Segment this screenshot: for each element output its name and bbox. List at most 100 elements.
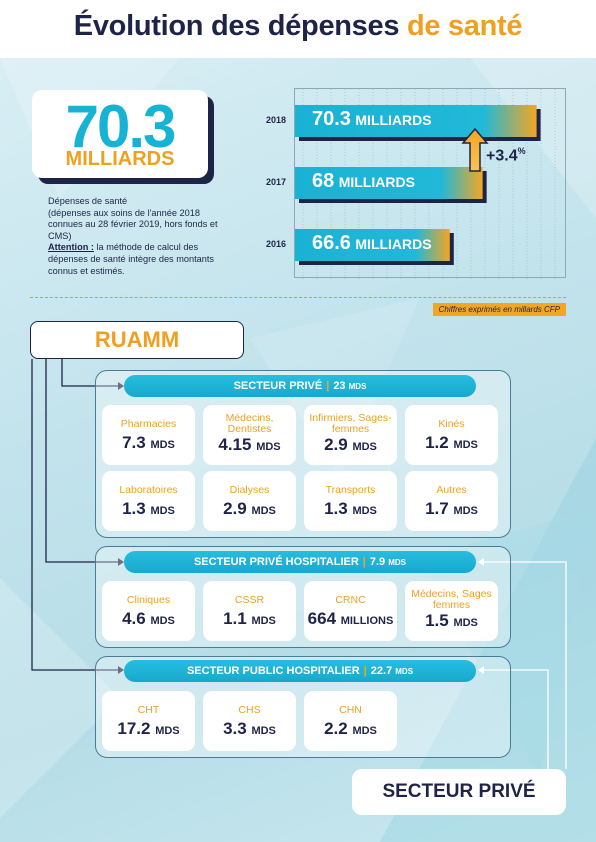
sector-item-card: Médecins, Dentistes 4.15 MDS: [203, 405, 296, 465]
sector-item-unit: MDS: [453, 439, 478, 451]
sector-item-card: CHT 17.2 MDS: [102, 691, 195, 751]
sector-prive-name: SECTEUR PRIVÉ: [233, 380, 323, 392]
description: Dépenses de santé (dépenses aux soins de…: [48, 196, 218, 277]
sector-item-number: 3.3: [223, 719, 247, 738]
sector-item-card: CHS 3.3 MDS: [203, 691, 296, 751]
bar-chart-svg: [295, 89, 556, 279]
divider: [30, 297, 566, 298]
sector-item-number: 17.2: [117, 719, 151, 738]
sector-item-label: Médecins, Dentistes: [225, 412, 274, 435]
separator: |: [326, 380, 330, 392]
bar-value-label: 66.6 MILLIARDS: [312, 232, 432, 255]
sector-item-value: 7.3 MDS: [102, 433, 195, 453]
sector-item-unit: MDS: [352, 505, 377, 517]
sector-item-number: 2.2: [324, 719, 348, 738]
sector-item-label: Laboratoires: [119, 484, 178, 496]
sector-item-value: 664 MILLIONS: [304, 609, 397, 629]
separator: |: [362, 556, 366, 568]
sector-item-number: 4.15: [218, 435, 252, 454]
sector-item-label: CHT: [137, 704, 160, 716]
bar-value-unit: MILLIARDS: [355, 112, 432, 128]
sector-item-card: Dialyses 2.9 MDS: [203, 471, 296, 531]
sector-prive-hosp-amount: 7.9: [369, 556, 386, 568]
headline-card: 70.3 MILLIARDS: [32, 90, 208, 178]
sector-item-number: 2.9: [223, 499, 247, 518]
sector-item-value: 1.5 MDS: [405, 611, 498, 631]
sector-item-card: Infirmiers, Sages-femmes 2.9 MDS: [304, 405, 397, 465]
bar-category-label: 2017: [265, 177, 286, 187]
bar-value-label: 70.3 MILLIARDS: [312, 108, 432, 131]
sector-item-unit: MDS: [150, 439, 175, 451]
sector-prive-hosp-unit: MDS: [388, 558, 407, 567]
sector-item-card: Transports 1.3 MDS: [304, 471, 397, 531]
sector-item-label: Médecins, Sages femmes: [411, 588, 492, 611]
attention-label: Attention :: [48, 242, 94, 253]
sector-item-unit: MDS: [251, 505, 276, 517]
sector-item-value: 2.9 MDS: [304, 435, 397, 455]
sector-item-value: 17.2 MDS: [102, 719, 195, 739]
sector-prive-amount: 23: [333, 380, 346, 392]
sector-item-card: Cliniques 4.6 MDS: [102, 581, 195, 641]
sector-item-card: Autres 1.7 MDS: [405, 471, 498, 531]
sector-item-value: 1.1 MDS: [203, 609, 296, 629]
sector-item-card: Pharmacies 7.3 MDS: [102, 405, 195, 465]
sector-item-unit: MDS: [155, 725, 180, 737]
sector-item-value: 1.3 MDS: [304, 499, 397, 519]
bar-category-label: 2018: [265, 115, 286, 125]
sector-item-number: 1.2: [425, 433, 449, 452]
sector-item-value: 1.2 MDS: [405, 433, 498, 453]
bar-2018: [295, 105, 537, 137]
separator: |: [363, 665, 367, 677]
sector-item-label: Infirmiers, Sages-femmes: [309, 412, 392, 435]
sector-item-label: Kinés: [438, 418, 465, 430]
sector-item-unit: MDS: [150, 505, 175, 517]
sector-prive-title: SECTEUR PRIVÉ | 23 MDS: [124, 375, 476, 397]
sector-item-label: Transports: [325, 484, 376, 496]
sector-item-number: 1.3: [324, 499, 348, 518]
bar-value-number: 66.6: [312, 232, 351, 254]
sector-item-value: 1.3 MDS: [102, 499, 195, 519]
growth-arrow-icon: [461, 127, 489, 172]
title-accent: de santé: [406, 10, 523, 42]
sector-item-number: 664: [307, 609, 337, 628]
sector-item-value: 4.15 MDS: [203, 435, 296, 455]
sector-item-label: Pharmacies: [120, 418, 177, 430]
bar-category-label: 2016: [265, 239, 286, 249]
sector-item-number: 1.5: [425, 611, 449, 630]
bar-2017: [295, 167, 483, 199]
sector-item-card: CSSR 1.1 MDS: [203, 581, 296, 641]
sector-item-label: CHN: [339, 704, 362, 716]
sector-item-value: 4.6 MDS: [102, 609, 195, 629]
sector-item-value: 2.2 MDS: [304, 719, 397, 739]
growth-annotation: +3.4%: [486, 146, 526, 165]
bar-value-number: 68: [312, 170, 335, 192]
page-title: Évolution des dépenses de santé: [0, 10, 596, 43]
sector-item-unit: MDS: [256, 441, 281, 453]
sector-item-card: Kinés 1.2 MDS: [405, 405, 498, 465]
sector-item-unit: MILLIONS: [340, 615, 394, 627]
bar-chart: [294, 88, 566, 279]
sector-prive-hosp-title: SECTEUR PRIVÉ HOSPITALIER | 7.9 MDS: [124, 551, 476, 573]
sector-item-number: 4.6: [122, 609, 146, 628]
sector-item-label: Autres: [436, 484, 467, 496]
attention-text: la méthode de calcul des dépenses de san…: [48, 242, 214, 276]
bar-value-unit: MILLIARDS: [355, 236, 432, 252]
secteur-prive-box: SECTEUR PRIVÉ: [352, 769, 566, 815]
growth-suffix: %: [517, 146, 526, 156]
sector-item-label: Dialyses: [229, 484, 270, 496]
description-line2: (dépenses aux soins de l'année 2018 conn…: [48, 207, 218, 241]
sector-item-value: 3.3 MDS: [203, 719, 296, 739]
bar-value-label: 68 MILLIARDS: [312, 170, 415, 193]
sector-item-unit: MDS: [453, 505, 478, 517]
sector-public-hosp-name: SECTEUR PUBLIC HOSPITALIER: [186, 665, 360, 677]
sector-item-value: 1.7 MDS: [405, 499, 498, 519]
title-main: Évolution des dépenses: [73, 10, 400, 42]
sector-public-hosp-title: SECTEUR PUBLIC HOSPITALIER | 22.7 MDS: [124, 660, 476, 682]
sector-item-number: 1.1: [223, 609, 247, 628]
sector-item-unit: MDS: [352, 725, 377, 737]
sector-public-hosp-unit: MDS: [395, 667, 414, 676]
sector-item-card: CHN 2.2 MDS: [304, 691, 397, 751]
sector-item-unit: MDS: [453, 617, 478, 629]
bar-2016: [295, 229, 450, 261]
headline-unit: MILLIARDS: [65, 148, 175, 170]
